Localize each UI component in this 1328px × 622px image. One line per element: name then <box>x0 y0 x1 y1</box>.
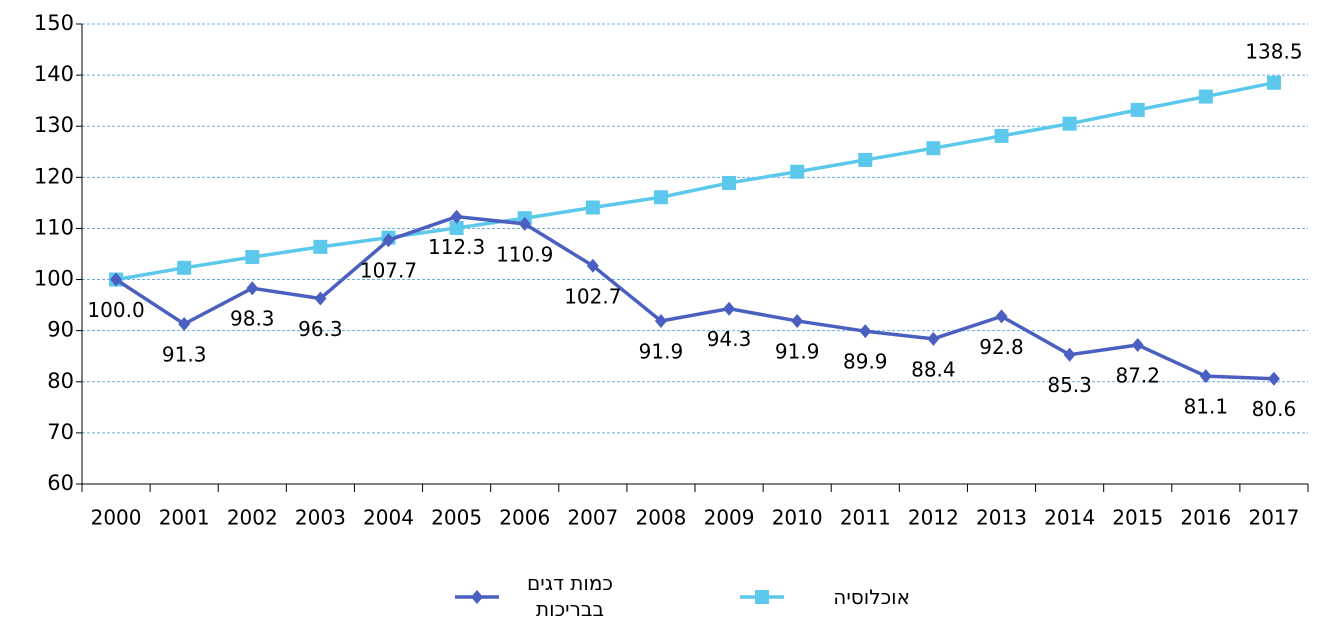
x-tick-label: 2003 <box>295 506 346 530</box>
point <box>927 331 940 346</box>
point <box>790 164 805 179</box>
y-tick-label: 140 <box>34 62 74 86</box>
point <box>654 313 667 328</box>
point <box>858 152 873 167</box>
y-tick-label: 90 <box>47 318 74 342</box>
point <box>313 239 328 254</box>
x-tick-label: 2011 <box>840 506 891 530</box>
point <box>586 258 599 273</box>
point <box>245 250 260 265</box>
x-tick-label: 2008 <box>635 506 686 530</box>
x-tick-label: 2005 <box>431 506 482 530</box>
point <box>994 128 1009 143</box>
point <box>518 216 531 231</box>
legend-label: אוכלוסיה <box>833 585 910 609</box>
data-label: 88.4 <box>911 357 956 381</box>
point <box>1062 116 1077 131</box>
data-label: 91.9 <box>775 339 820 363</box>
x-tick-label: 2007 <box>567 506 618 530</box>
point <box>1266 75 1281 90</box>
data-label: 96.3 <box>298 317 343 341</box>
x-tick-label: 2015 <box>1112 506 1163 530</box>
point <box>178 317 191 332</box>
y-tick-label: 120 <box>34 164 74 188</box>
point <box>1267 371 1280 386</box>
x-tick-label: 2012 <box>908 506 959 530</box>
data-label: 91.9 <box>639 339 684 363</box>
point <box>1130 102 1145 117</box>
point <box>1198 89 1213 104</box>
data-label: 102.7 <box>564 284 621 308</box>
y-tick-label: 60 <box>47 471 74 495</box>
data-label: 100.0 <box>87 298 144 322</box>
point <box>926 141 941 156</box>
point <box>314 291 327 306</box>
point <box>110 272 123 287</box>
point <box>791 313 804 328</box>
x-tick-label: 2004 <box>363 506 414 530</box>
x-tick-label: 2016 <box>1180 506 1231 530</box>
y-tick-label: 110 <box>34 215 74 239</box>
legend-label: כמות דגים בבריכות <box>526 571 613 621</box>
x-tick-label: 2000 <box>91 506 142 530</box>
x-tick-label: 2010 <box>772 506 823 530</box>
y-tick-label: 100 <box>34 267 74 291</box>
point <box>722 175 737 190</box>
data-label: 94.3 <box>707 327 752 351</box>
point <box>1131 337 1144 352</box>
point <box>246 281 259 296</box>
point <box>177 260 192 275</box>
x-tick-label: 2002 <box>227 506 278 530</box>
point <box>382 233 395 248</box>
x-tick-label: 2006 <box>499 506 550 530</box>
y-tick-label: 150 <box>34 11 74 35</box>
data-label: 87.2 <box>1115 363 1160 387</box>
point <box>449 220 464 235</box>
x-tick-label: 2017 <box>1248 506 1299 530</box>
x-tick-label: 2013 <box>976 506 1027 530</box>
x-tick-label: 2009 <box>704 506 755 530</box>
data-label: 80.6 <box>1252 397 1297 421</box>
point <box>1199 369 1212 384</box>
data-label: 92.8 <box>979 335 1024 359</box>
data-label: 85.3 <box>1047 373 1092 397</box>
point <box>995 309 1008 324</box>
line <box>115 81 1275 282</box>
point <box>653 190 668 205</box>
y-tick-label: 80 <box>47 369 74 393</box>
point <box>723 301 736 316</box>
legend-marker <box>755 590 769 604</box>
point <box>859 324 872 339</box>
data-label: 98.3 <box>230 307 275 331</box>
data-label: 81.1 <box>1184 395 1229 419</box>
y-tick-label: 130 <box>34 113 74 137</box>
data-label: 107.7 <box>360 259 417 283</box>
x-tick-label: 2014 <box>1044 506 1095 530</box>
point <box>450 209 463 224</box>
point <box>585 200 600 215</box>
data-label: 138.5 <box>1245 39 1302 63</box>
data-label: 91.3 <box>162 343 207 367</box>
y-tick-label: 70 <box>47 420 74 444</box>
line <box>115 214 1275 381</box>
data-label: 110.9 <box>496 242 553 266</box>
point <box>1063 347 1076 362</box>
x-tick-label: 2001 <box>159 506 210 530</box>
data-label: 89.9 <box>843 350 888 374</box>
legend-marker <box>471 590 483 604</box>
data-label: 112.3 <box>428 235 485 259</box>
